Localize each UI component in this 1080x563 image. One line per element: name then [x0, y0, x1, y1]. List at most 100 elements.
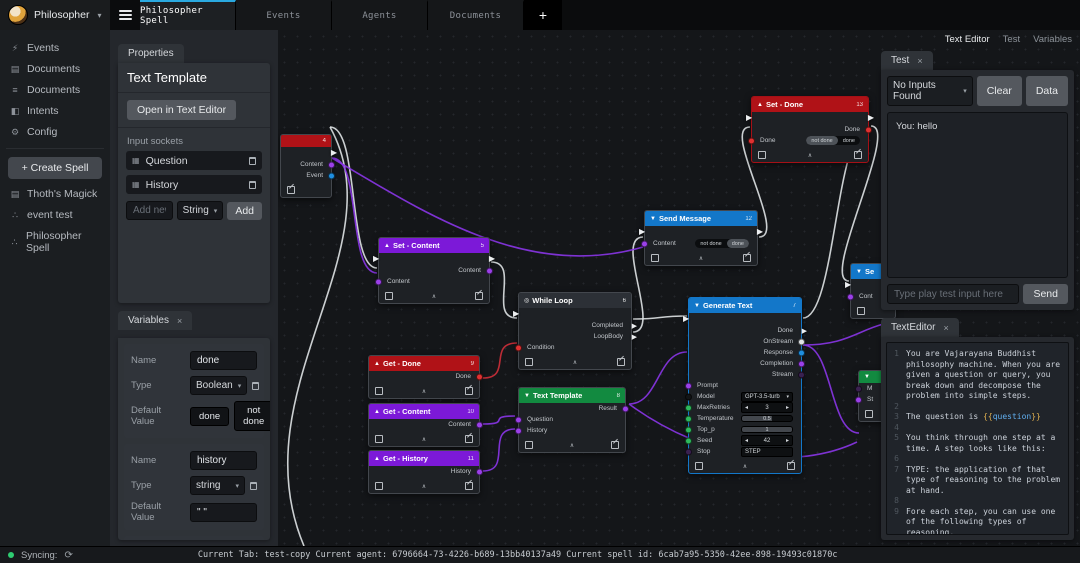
flow-out-arrow[interactable]: ▶	[330, 148, 337, 157]
expand-icon[interactable]	[465, 435, 473, 443]
flow-in-arrow[interactable]: ▶	[845, 280, 852, 289]
expand-icon[interactable]	[617, 358, 625, 366]
control-slider[interactable]: 0.5	[741, 415, 793, 422]
node-get-done[interactable]: ▲ Get - Done 9 Done ∧	[368, 355, 483, 399]
slider-control[interactable]: 0.5	[741, 415, 793, 422]
node-header[interactable]: ▲ Get - History 11	[369, 451, 479, 466]
output-socket[interactable]	[798, 349, 805, 356]
flow-in-arrow[interactable]: ▶	[373, 254, 380, 263]
input-socket[interactable]	[515, 344, 522, 351]
chevron-up-icon[interactable]: ∧	[421, 436, 427, 443]
variable-type-select[interactable]: Boolean ▾	[190, 376, 248, 395]
input-socket[interactable]	[641, 240, 648, 247]
variable-type-select[interactable]: string ▾	[190, 476, 245, 495]
variables-tab[interactable]: Variables ×	[118, 311, 193, 330]
socket-type-select[interactable]: String ▾	[176, 201, 224, 220]
output-socket[interactable]	[865, 126, 872, 133]
square-icon[interactable]	[375, 387, 383, 395]
node-set-done[interactable]: ▲ Set - Done 13 ▶ ▶ Done Done not done done ∧	[746, 96, 874, 163]
control-select[interactable]: GPT-3.5-turb ▾	[741, 391, 793, 402]
input-socket[interactable]	[685, 404, 692, 411]
input-socket[interactable]	[748, 137, 755, 144]
node-header[interactable]: ▼ Text Template 8	[519, 388, 625, 403]
square-icon[interactable]	[857, 307, 865, 315]
expand-icon[interactable]	[465, 387, 473, 395]
control-stepper[interactable]: ◂ 42 ▸	[741, 435, 793, 446]
input-socket[interactable]	[855, 396, 862, 403]
input-socket[interactable]	[685, 415, 692, 422]
stepper-increment[interactable]: ▸	[785, 438, 789, 444]
toggle-content[interactable]: not done done	[695, 239, 749, 248]
properties-tab[interactable]: Properties	[118, 44, 184, 63]
flow-out-arrow[interactable]: ▶	[488, 254, 495, 263]
square-icon[interactable]	[525, 358, 533, 366]
sidebar-item-event-test[interactable]: ∴ event test	[0, 205, 110, 225]
chevron-up-icon[interactable]: ∧	[698, 255, 704, 262]
input-socket[interactable]	[375, 278, 382, 285]
inputs-select[interactable]: No Inputs Found ▾	[887, 76, 973, 106]
expand-icon[interactable]	[787, 462, 795, 470]
input-socket[interactable]	[847, 293, 854, 300]
node-send-message[interactable]: ▼ Send Message 12 ▶ ▶ Content not done done ∧	[639, 210, 763, 266]
text-editor-tab[interactable]: TextEditor ×	[881, 318, 959, 337]
text-control[interactable]: STEP	[741, 446, 793, 457]
select-control[interactable]: GPT-3.5-turb ▾	[741, 391, 793, 402]
test-tab[interactable]: Test ×	[881, 51, 933, 70]
socket-row-history[interactable]: ▦ History	[126, 175, 262, 194]
socket-row-question[interactable]: ▦ Question	[126, 151, 262, 170]
expand-icon[interactable]	[287, 186, 295, 194]
create-spell-button[interactable]: + Create Spell	[8, 157, 102, 179]
sidebar-item-events[interactable]: ⚡ Events	[0, 38, 110, 58]
output-socket[interactable]	[328, 161, 335, 168]
output-socket[interactable]	[476, 421, 483, 428]
input-socket[interactable]	[515, 416, 522, 423]
node-get-history[interactable]: ▲ Get - History 11 History ∧	[368, 450, 483, 494]
stepper-decrement[interactable]: ◂	[745, 438, 749, 444]
toggle-done[interactable]: not done done	[806, 136, 860, 145]
square-icon[interactable]	[375, 435, 383, 443]
square-icon[interactable]	[651, 254, 659, 262]
add-tab-button[interactable]: +	[524, 0, 562, 30]
test-input[interactable]	[887, 284, 1020, 304]
node-while-loop[interactable]: ◎ While Loop 6 ▶ Completed ▶ LoopBody ▶ Conditio…	[513, 292, 637, 370]
output-socket[interactable]	[476, 373, 483, 380]
node-header[interactable]: ▲ Get - Done 9	[369, 356, 479, 371]
input-socket[interactable]	[685, 437, 692, 444]
variable-default-input[interactable]	[190, 502, 257, 522]
sidebar-item-documents[interactable]: ▤ Documents	[0, 59, 110, 79]
variable-name-input[interactable]	[190, 351, 257, 370]
toggle-option[interactable]: not done	[806, 136, 838, 145]
square-icon[interactable]	[865, 410, 873, 418]
tab-agents[interactable]: Agents	[332, 0, 428, 30]
toggle-option[interactable]: not done	[700, 240, 722, 247]
default-option-not-done[interactable]: not done	[234, 401, 270, 431]
node-header[interactable]: 4	[281, 135, 331, 147]
sidebar-item-thoths-magick[interactable]: ▤ Thoth's Magick	[0, 184, 110, 204]
output-socket[interactable]	[798, 360, 805, 367]
node-get-content[interactable]: ▲ Get - Content 10 Content ∧	[368, 403, 483, 447]
output-socket[interactable]	[798, 338, 805, 345]
expand-icon[interactable]	[854, 151, 862, 159]
flow-in-arrow[interactable]: ▶	[639, 227, 646, 236]
dock-link-variables[interactable]: Variables	[1033, 34, 1072, 45]
chevron-up-icon[interactable]: ∧	[742, 463, 748, 470]
node-header[interactable]: ▲ Get - Content 10	[369, 404, 479, 419]
tab-documents[interactable]: Documents	[428, 0, 524, 30]
node-header[interactable]: ▲ Set - Content 5	[379, 238, 489, 253]
menu-icon[interactable]	[110, 0, 140, 30]
node-header[interactable]: ▼ Generate Text 7	[689, 298, 801, 313]
refresh-icon[interactable]: ⟳	[64, 549, 73, 561]
stepper-control[interactable]: ◂ 3 ▸	[741, 402, 793, 413]
output-flow-arrow[interactable]: ▶	[631, 322, 637, 330]
square-icon[interactable]	[758, 151, 766, 159]
stepper-increment[interactable]: ▸	[785, 405, 789, 411]
expand-icon[interactable]	[743, 254, 751, 262]
chevron-up-icon[interactable]: ∧	[807, 152, 813, 159]
close-icon[interactable]: ×	[176, 315, 183, 326]
text-editor-content[interactable]: 1 You are Vajarayana Buddhist philosophy …	[886, 342, 1069, 535]
square-icon[interactable]	[525, 441, 533, 449]
close-icon[interactable]: ×	[917, 55, 923, 66]
expand-icon[interactable]	[475, 292, 483, 300]
output-socket[interactable]	[622, 405, 629, 412]
default-option-done[interactable]: done	[190, 406, 230, 426]
